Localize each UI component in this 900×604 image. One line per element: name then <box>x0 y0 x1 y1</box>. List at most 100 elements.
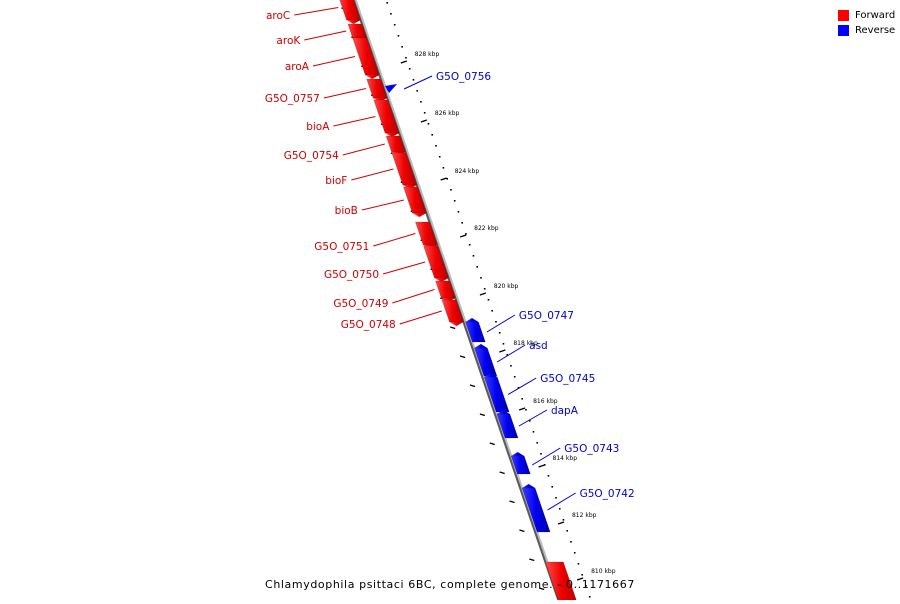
scale-dot <box>495 321 497 323</box>
forward-gene-G5O_0748-leader <box>399 310 442 325</box>
scale-dot <box>525 409 527 411</box>
forward-gene-G5O_0751-label: G5O_0751 <box>314 241 369 253</box>
scale-dot <box>412 79 415 81</box>
tick-label: 828 kbp <box>415 51 440 58</box>
major-tick <box>440 177 447 181</box>
map-caption: Chlamydophila psittaci 6BC, complete gen… <box>265 578 635 591</box>
minor-tick <box>469 384 476 388</box>
forward-gene-bioB-label: bioB <box>335 205 358 217</box>
scale-dot <box>536 442 539 444</box>
minor-tick <box>450 326 456 330</box>
scale-dot <box>423 112 426 114</box>
minor-tick <box>509 500 515 504</box>
scale-dot <box>517 387 520 389</box>
scale-dot <box>480 277 482 279</box>
reverse-gene-dapA-label: dapA <box>551 405 579 417</box>
scale-dot <box>585 585 587 587</box>
scale-dot <box>438 156 441 158</box>
scale-dot <box>570 541 572 543</box>
reverse-gene-G5O_0745-label: G5O_0745 <box>540 373 595 385</box>
major-tick <box>400 60 408 64</box>
reverse-gene-asd-leader <box>496 344 526 363</box>
tick-label: 812 kbp <box>572 512 597 519</box>
reverse-gene-asd-label: asd <box>529 340 548 352</box>
legend-reverse-label: Reverse <box>855 25 896 36</box>
tick-label: 816 kbp <box>533 398 558 405</box>
tick-label: 810 kbp <box>591 568 616 575</box>
minor-tick <box>459 355 466 359</box>
reverse-swatch <box>838 25 849 36</box>
forward-gene-G5O_0749-leader <box>392 289 435 304</box>
scale-dot <box>390 13 392 15</box>
scale-dot <box>581 574 584 576</box>
forward-gene-partial <box>544 561 578 604</box>
forward-gene-bioA-arrowhead <box>385 133 400 137</box>
major-tick <box>459 234 467 238</box>
reverse-gene-G5O_0742-leader <box>547 492 576 511</box>
scale-dot <box>547 475 550 477</box>
scale-dot <box>555 497 557 499</box>
forward-gene-bioF-leader <box>351 168 394 181</box>
reverse-gene-G5O_0743-leader <box>532 447 561 466</box>
minor-tick <box>479 413 486 417</box>
scale-dot <box>528 420 531 422</box>
reverse-gene-G5O_0745-leader <box>507 377 537 395</box>
major-tick <box>518 407 526 411</box>
reverse-gene-G5O_0747-label: G5O_0747 <box>519 310 574 322</box>
reverse-gene-asd-arrowhead <box>474 344 488 348</box>
reverse-gene-G5O_0743-arrowhead <box>511 452 525 456</box>
reverse-gene-G5O_0747-arrowhead <box>465 318 479 322</box>
forward-gene-aroC-arrowhead <box>346 20 361 24</box>
reverse-gene-G5O_0742-label: G5O_0742 <box>580 488 635 500</box>
tick-label: 820 kbp <box>494 283 519 290</box>
minor-tick <box>499 471 505 475</box>
forward-gene-G5O_0749-label: G5O_0749 <box>333 298 388 310</box>
scale-dot <box>543 464 546 466</box>
forward-gene-G5O_0754-leader <box>342 143 385 156</box>
major-tick <box>479 292 487 296</box>
reverse-gene-G5O_0747-leader <box>486 314 516 333</box>
scale-dot <box>558 508 561 510</box>
scale-dot <box>483 288 486 290</box>
scale-dot <box>510 365 512 367</box>
forward-gene-G5O_0748-label: G5O_0748 <box>341 319 396 331</box>
scale-dot <box>450 189 452 191</box>
scale-dot <box>487 299 490 301</box>
forward-gene-G5O_0748-arrowhead <box>449 322 464 326</box>
scale-dot <box>468 244 471 246</box>
forward-gene-bioA-label: bioA <box>306 121 330 133</box>
scale-dot <box>566 530 569 532</box>
scale-dot <box>491 310 494 312</box>
legend-forward-label: Forward <box>855 10 896 21</box>
forward-gene-bioB-leader <box>361 199 405 211</box>
scale-dot <box>461 222 464 224</box>
forward-gene-bioF-label: bioF <box>325 175 347 187</box>
forward-gene-G5O_0750-arrowhead <box>434 278 449 282</box>
reverse-gene-dapA-leader <box>518 409 548 427</box>
scale-dot <box>532 431 535 433</box>
forward-gene-aroK-label: aroK <box>276 35 301 47</box>
minor-tick <box>539 587 545 591</box>
scale-dot <box>562 519 565 521</box>
major-tick <box>557 521 565 525</box>
tick-label: 814 kbp <box>553 455 578 462</box>
scale-dot <box>498 332 501 334</box>
forward-gene-G5O_0757-label: G5O_0757 <box>265 93 320 105</box>
major-tick <box>576 577 584 581</box>
reverse-gene-G5O_0756 <box>385 84 398 93</box>
scale-dot <box>457 211 460 213</box>
minor-tick <box>529 558 535 562</box>
tick-label: 822 kbp <box>474 225 499 232</box>
reverse-gene-G5O_0742-arrowhead <box>522 484 536 488</box>
scale-dot <box>521 398 524 400</box>
minor-tick <box>519 529 525 533</box>
scale-dot <box>416 90 418 92</box>
tick-label: 818 kbp <box>513 340 538 347</box>
scale-dot <box>573 552 576 554</box>
tick-label: 824 kbp <box>455 168 480 175</box>
forward-swatch <box>838 10 849 21</box>
forward-gene-aroA-label: aroA <box>285 61 310 73</box>
forward-gene-aroA-leader <box>312 56 356 67</box>
scale-dot <box>453 200 456 202</box>
